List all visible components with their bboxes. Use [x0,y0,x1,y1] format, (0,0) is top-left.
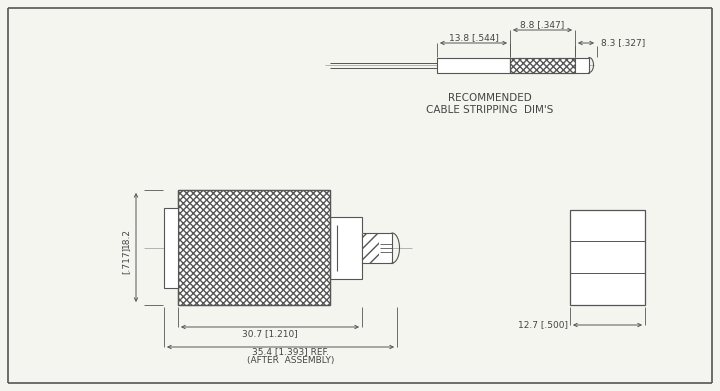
Text: CABLE STRIPPING  DIM'S: CABLE STRIPPING DIM'S [426,105,554,115]
Bar [570,210,645,305]
Text: 8.8 [.347]: 8.8 [.347] [521,20,564,29]
Text: 8.3 [.327]: 8.3 [.327] [601,38,645,47]
Text: (AFTER  ASSEMBLY): (AFTER ASSEMBLY) [247,357,334,366]
Text: 12.7 [.500]: 12.7 [.500] [518,321,568,330]
Text: 13.8 [.544]: 13.8 [.544] [449,34,498,43]
Text: 35.4 [1.393] REF.: 35.4 [1.393] REF. [252,348,329,357]
Text: 30.7 [1.210]: 30.7 [1.210] [242,330,298,339]
Bar [178,190,330,305]
Bar [575,57,589,72]
Bar [164,208,178,288]
Bar [362,233,392,263]
Bar [437,57,510,72]
Bar [178,190,330,305]
Text: RECOMMENDED: RECOMMENDED [448,93,532,103]
Bar [510,57,575,72]
Bar [330,217,362,279]
Text: [.717]: [.717] [122,246,130,274]
Text: 18.2: 18.2 [122,228,130,248]
Bar [510,57,575,72]
Bar [362,233,379,263]
